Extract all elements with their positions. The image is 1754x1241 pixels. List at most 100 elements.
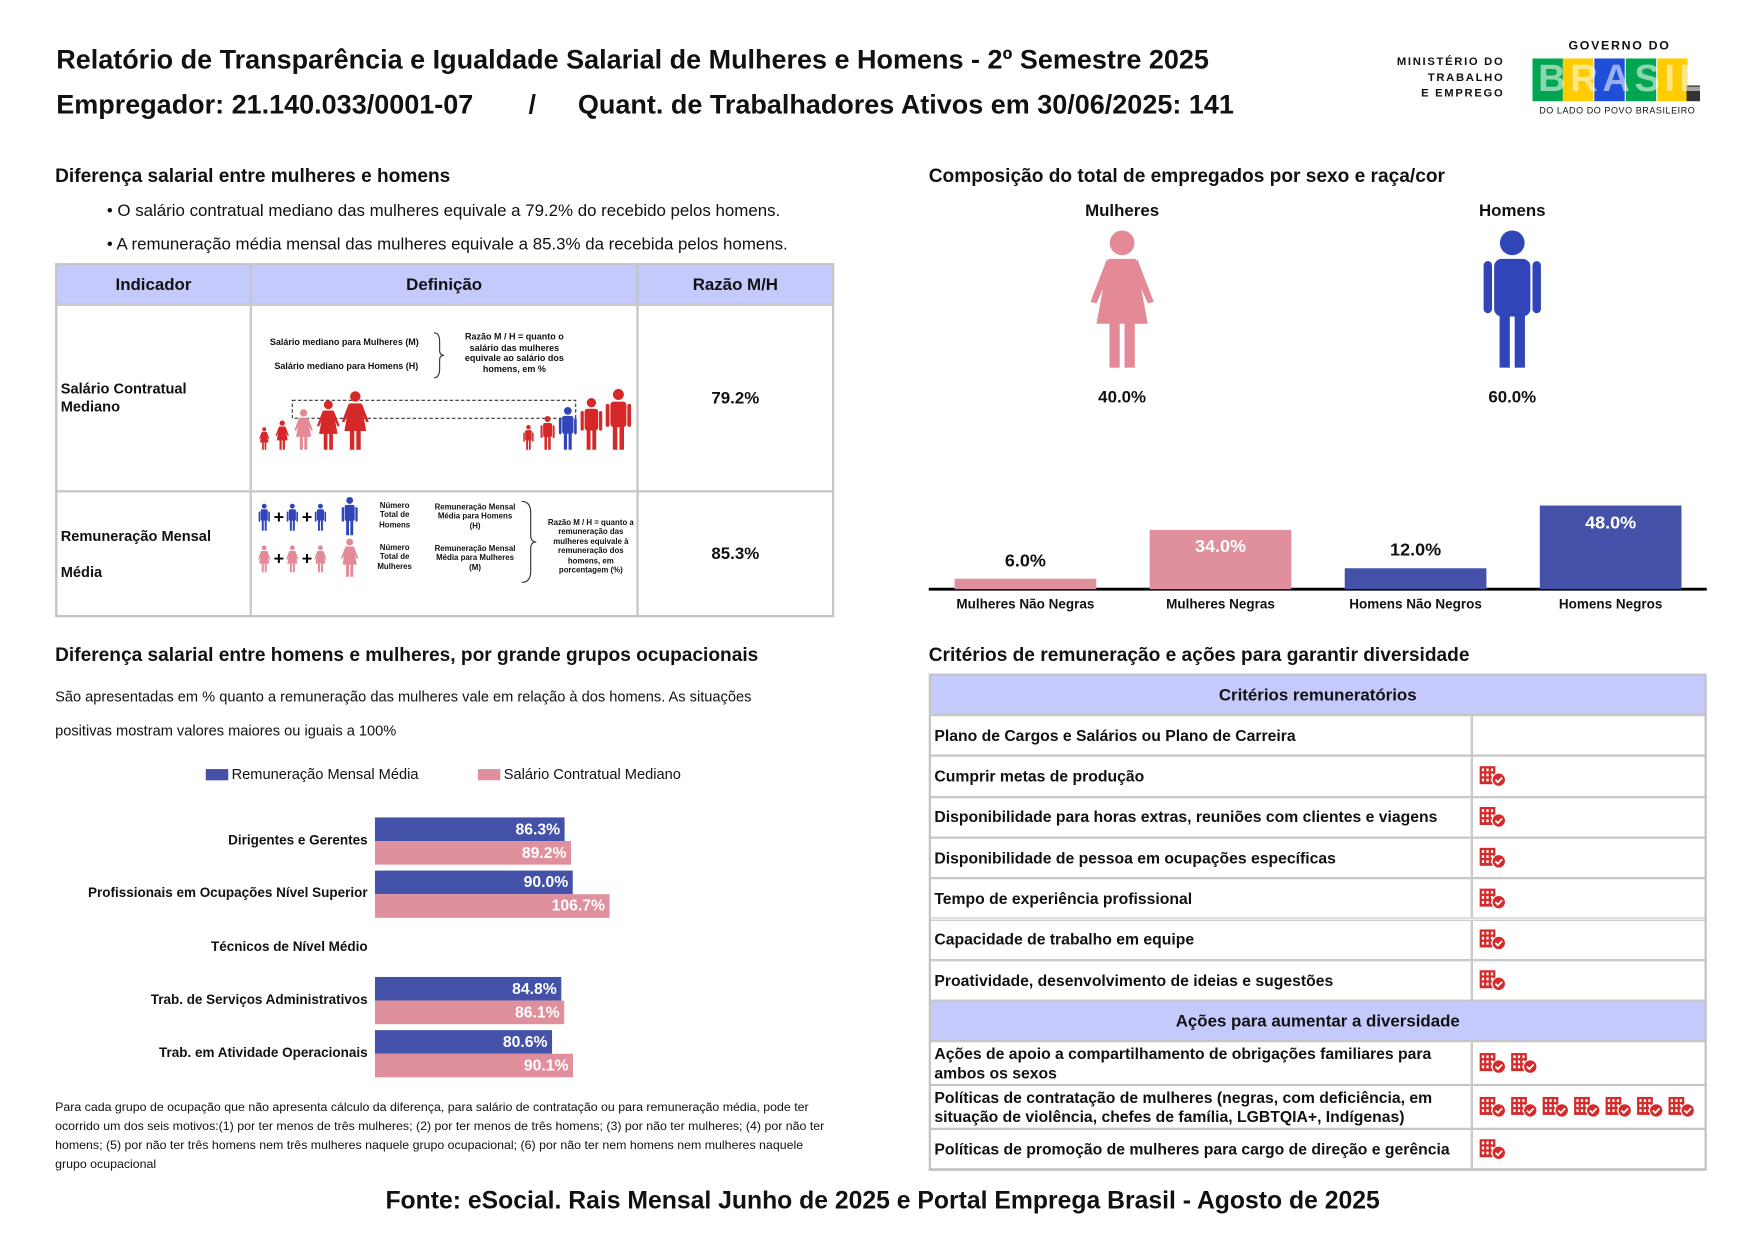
indicator: Remuneração Mensal Média: [56, 491, 251, 617]
icon-window: [1670, 1104, 1674, 1108]
section-title: Composição do total de empregados por se…: [928, 165, 1445, 187]
body: [259, 550, 270, 564]
icon-window: [1481, 901, 1485, 904]
indicator: Salário Contratual Mediano: [56, 304, 251, 492]
bar-value-label: 34.0%: [1194, 537, 1247, 557]
arm: [558, 418, 562, 435]
arm: [580, 410, 584, 431]
arms: [1090, 258, 1154, 304]
arms: [316, 410, 340, 427]
table-header: Razão M/H: [637, 264, 834, 305]
arm: [532, 432, 534, 442]
bar: [954, 578, 1097, 590]
head: [612, 389, 624, 400]
criteria-icons: [1471, 1041, 1706, 1086]
icon-window: [1490, 809, 1494, 813]
criteria-icon: [1511, 1096, 1538, 1118]
icon-window: [1481, 850, 1485, 853]
bar-value-label: 84.8%: [512, 979, 557, 998]
criteria-icon: [1637, 1096, 1664, 1118]
body: [344, 403, 367, 432]
criteria-label: Tempo de experiência profissional: [929, 878, 1472, 920]
leg: [568, 432, 572, 450]
head: [346, 538, 354, 546]
arms: [286, 550, 299, 560]
definition-text: Razão M / H = quanto o salário das mulhe…: [464, 331, 564, 375]
section-title: Diferença salarial entre homens e mulher…: [55, 644, 759, 666]
leg: [289, 563, 292, 573]
section-title: Critérios de remuneração e ações para ga…: [928, 644, 1470, 666]
brand: BRASIL: [1538, 57, 1708, 101]
icon-window: [1490, 1055, 1494, 1059]
woman-figure: [316, 400, 340, 450]
arm: [540, 425, 543, 439]
legend-swatch: [205, 769, 229, 781]
icon-check: [1494, 1107, 1503, 1115]
bar: [374, 976, 562, 1001]
icon-window: [1486, 941, 1489, 945]
icon-window: [1616, 1099, 1620, 1102]
body: [562, 415, 574, 434]
criteria-icons: [1471, 837, 1706, 879]
ministry-name: E EMPREGO: [1421, 87, 1505, 101]
icon-window: [1481, 773, 1485, 777]
icon-window: [1648, 1099, 1651, 1102]
separator: /: [528, 89, 536, 121]
icon-window: [1481, 1055, 1485, 1059]
arm: [1483, 261, 1493, 314]
bar-value-label: 48.0%: [1585, 513, 1637, 533]
icon-window: [1486, 819, 1489, 823]
icon-window: [1612, 1109, 1615, 1113]
criteria-label: Políticas de contratação de mulheres (ne…: [929, 1085, 1472, 1129]
legend-swatch: [477, 769, 501, 781]
icon-window: [1576, 1099, 1579, 1102]
body: [610, 401, 627, 428]
woman-figure: [294, 409, 313, 450]
leg: [320, 519, 323, 531]
leg: [282, 439, 285, 450]
icon-window: [1544, 1099, 1548, 1102]
bar-value-label: 80.6%: [502, 1032, 548, 1051]
y-tick-label: Profissionais em Ocupações Nível Superio…: [87, 885, 368, 901]
body: [525, 430, 532, 441]
icon-window: [1490, 773, 1494, 777]
body: [342, 546, 357, 565]
definition-text: Salário mediano para Mulheres (M): [269, 337, 419, 348]
bar-value-label: 89.2%: [521, 843, 567, 862]
criteria-icons: [1471, 959, 1706, 1001]
icon-window: [1481, 1109, 1485, 1113]
table-header: Ações para aumentar a diversidade: [929, 1000, 1706, 1042]
icon-check-bg: [1491, 976, 1507, 992]
leg: [349, 429, 355, 450]
icon-window: [1490, 1104, 1494, 1108]
man-figure: [258, 503, 270, 531]
icon-check: [1494, 1150, 1503, 1157]
icon-window: [1643, 1104, 1647, 1108]
icon-window: [1517, 1104, 1521, 1108]
leg: [323, 432, 328, 450]
leg: [279, 439, 282, 450]
leg: [612, 424, 618, 450]
icon-window: [1580, 1109, 1584, 1113]
definition-text: Número Total de Homens: [379, 502, 411, 530]
icon-window: [1517, 1099, 1521, 1102]
icon-window: [1490, 855, 1494, 858]
man-figure: [558, 407, 577, 450]
leg: [299, 435, 303, 450]
bar: [374, 1030, 553, 1054]
icon-check-bg: [1648, 1103, 1664, 1118]
criteria-icon: [1479, 807, 1507, 828]
icon-window: [1607, 1109, 1611, 1113]
criteria-label: Cumprir metas de produção: [929, 755, 1472, 797]
bar-value-label: 90.0%: [523, 872, 569, 891]
criteria-icon: [1668, 1096, 1695, 1118]
icon-window: [1675, 1104, 1678, 1108]
leg: [262, 442, 264, 450]
bar: [1344, 568, 1487, 590]
definition-cell: [250, 304, 638, 492]
icon-window: [1481, 1151, 1485, 1155]
y-tick-label: Dirigentes e Gerentes: [228, 832, 368, 848]
woman-figure: [259, 427, 270, 450]
